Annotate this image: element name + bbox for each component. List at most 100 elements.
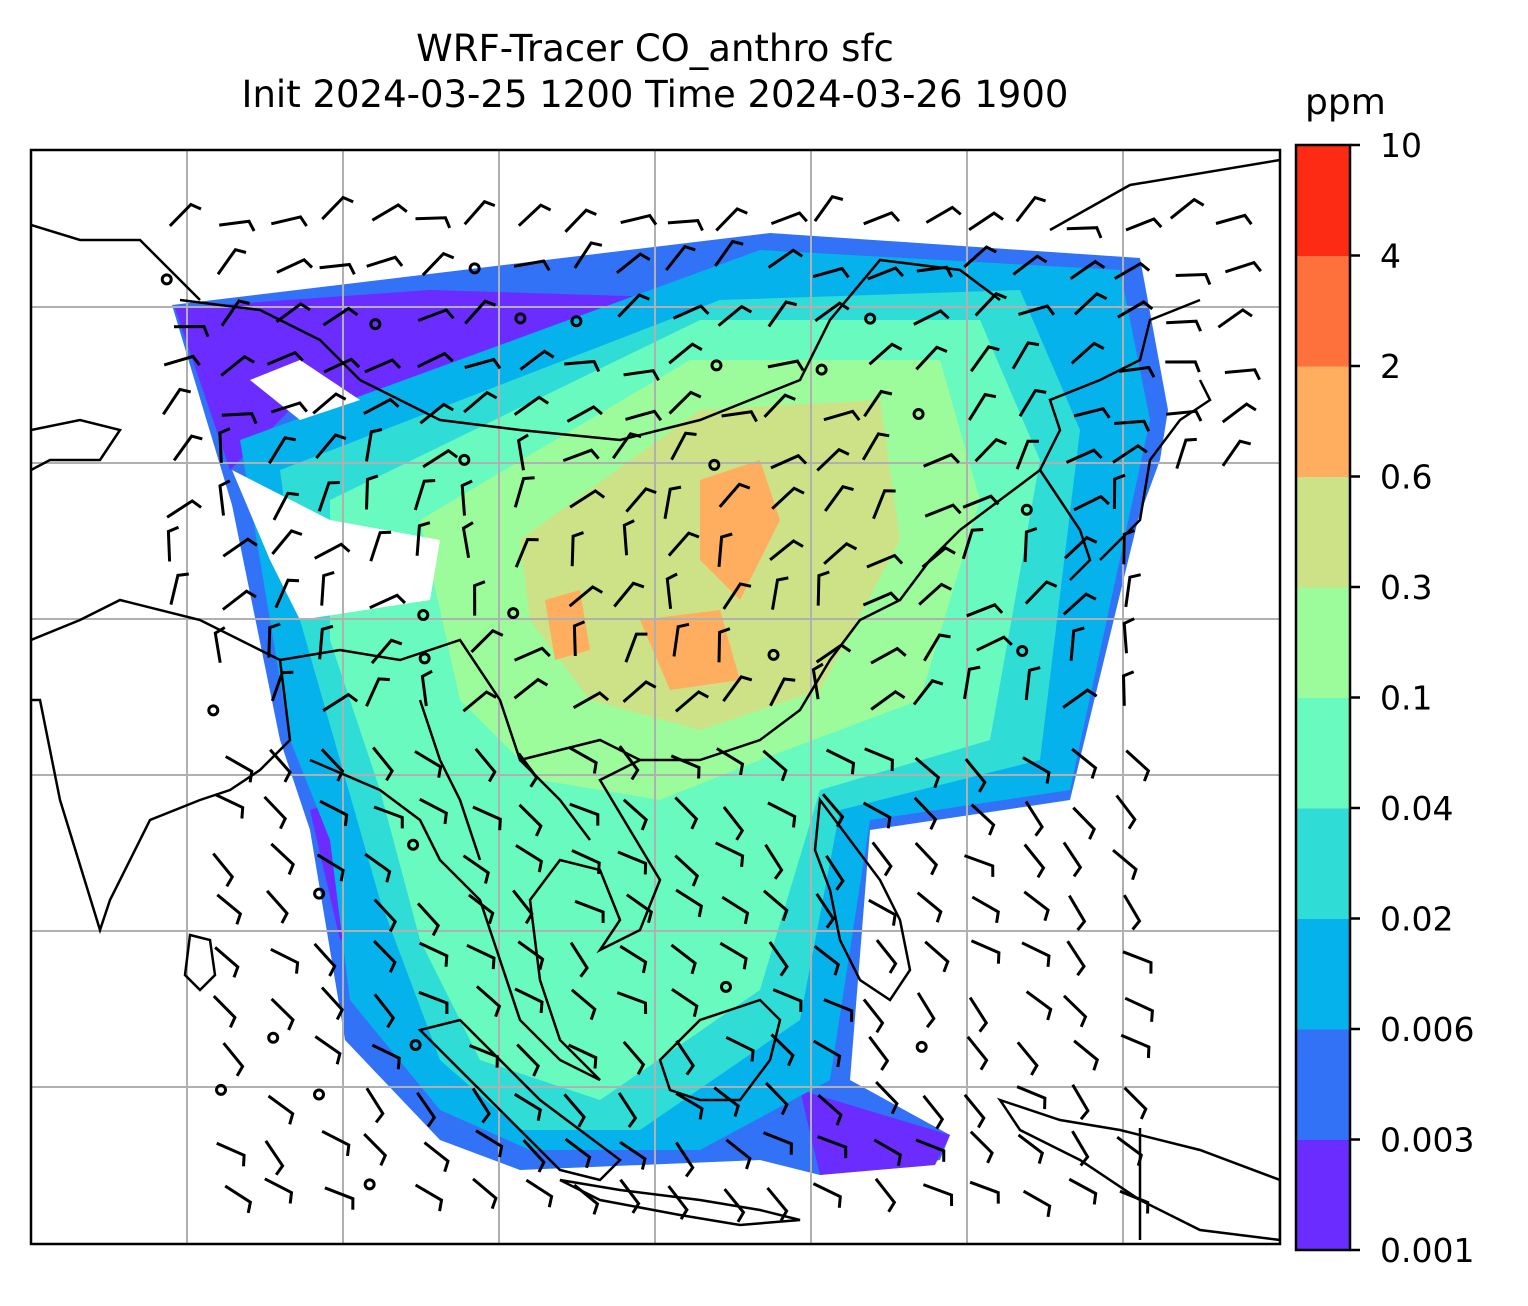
wind-barb (574, 899, 605, 923)
wind-barb (475, 985, 502, 1018)
wind-barb (770, 211, 808, 226)
wind-barb (672, 622, 690, 657)
wind-barb (811, 662, 824, 700)
coast-java (559, 1178, 801, 1227)
wind-barb (320, 570, 335, 606)
wind-barb (619, 1140, 647, 1170)
wind-barb (672, 304, 710, 320)
wind-barb (512, 889, 534, 925)
wind-barb (721, 895, 750, 925)
wind-barb (617, 1092, 638, 1128)
wind-barb (1113, 261, 1151, 280)
wind-barb (276, 258, 314, 274)
wind-barb (470, 629, 504, 653)
wind-barb (971, 895, 1000, 924)
wind-barb (1071, 1084, 1090, 1121)
wind-barb (1025, 990, 1053, 1021)
wind-barb (323, 357, 361, 374)
wind-barb (371, 203, 408, 222)
wind-barb (716, 747, 745, 776)
colorbar (1294, 143, 1352, 1252)
wind-barb (213, 626, 226, 663)
wind-barb (318, 624, 334, 660)
wind-barb (312, 392, 347, 415)
wind-barb (1217, 308, 1253, 329)
wind-barb (571, 849, 601, 874)
wind-barb (572, 620, 586, 657)
wind-barb (619, 944, 648, 974)
wind-barb (269, 748, 292, 783)
wind-barb (1125, 217, 1163, 232)
wind-barb (868, 342, 903, 366)
wind-barb (668, 342, 703, 365)
calm-wind-marker (363, 1178, 376, 1191)
wind-barb (867, 266, 905, 281)
colorbar-segment (1296, 255, 1350, 367)
wind-barb (815, 643, 852, 664)
wind-barb (471, 1087, 491, 1124)
calm-wind-marker (1016, 645, 1029, 658)
coast-philippines (813, 796, 912, 1002)
wind-barb (1120, 1033, 1151, 1059)
wind-barb (162, 387, 192, 416)
wind-barb (767, 248, 804, 269)
wind-barb (766, 1186, 789, 1222)
wind-barb (264, 1177, 294, 1204)
wind-barb (966, 603, 1004, 618)
calm-wind-marker (570, 315, 583, 328)
wind-barb (315, 433, 347, 460)
wind-barb (216, 1141, 246, 1167)
wind-barb (671, 988, 699, 1018)
wind-barb (270, 401, 308, 414)
colorbar-tick-label: 4 (1380, 237, 1401, 276)
wind-barb (767, 300, 798, 328)
wind-barb (916, 265, 954, 278)
colorbar-segment (1296, 1029, 1350, 1140)
wind-barb (371, 1043, 401, 1070)
wind-barb (622, 1040, 646, 1076)
wind-barb (1073, 494, 1110, 512)
wind-barb (517, 940, 545, 971)
wind-barb (365, 677, 390, 707)
wind-barb (823, 409, 861, 422)
wind-barb (1068, 894, 1087, 931)
wind-barb (221, 412, 258, 425)
wind-barb (622, 798, 648, 831)
wind-barb (625, 893, 654, 924)
concentration-field (172, 233, 1168, 1175)
wind-barb (570, 531, 584, 567)
wind-barb (665, 572, 678, 609)
wind-barb (274, 578, 300, 609)
calm-wind-marker (409, 1039, 422, 1052)
wind-barb (518, 803, 543, 837)
wind-barb (872, 489, 896, 520)
wind-barb (562, 448, 600, 463)
wind-barb (472, 805, 502, 831)
calm-wind-marker (312, 1088, 325, 1101)
wind-barb (1215, 213, 1253, 226)
wind-barb (166, 525, 180, 562)
wind-barb (813, 194, 844, 222)
wind-barb (517, 203, 552, 227)
coast-northeast (1049, 158, 1280, 232)
wind-barb (721, 410, 758, 423)
wind-barb (767, 359, 805, 372)
wind-barb (771, 576, 789, 610)
wind-barb (1023, 527, 1038, 563)
wind-barb (514, 646, 551, 662)
wind-barb (875, 939, 898, 974)
wind-barb (969, 1130, 994, 1164)
wind-barb (913, 796, 938, 830)
wind-barb (467, 893, 495, 925)
wind-barb (862, 998, 885, 1034)
wind-barb (365, 428, 383, 462)
wind-barb (964, 758, 987, 793)
wind-barb (1114, 419, 1151, 432)
wind-barb (468, 1044, 499, 1068)
wind-barb (461, 521, 474, 559)
wind-barb (1063, 535, 1098, 560)
wind-barb (823, 541, 858, 565)
wind-barb (272, 491, 299, 521)
calm-wind-marker (915, 1040, 928, 1053)
field-gap-tibet (232, 470, 440, 620)
